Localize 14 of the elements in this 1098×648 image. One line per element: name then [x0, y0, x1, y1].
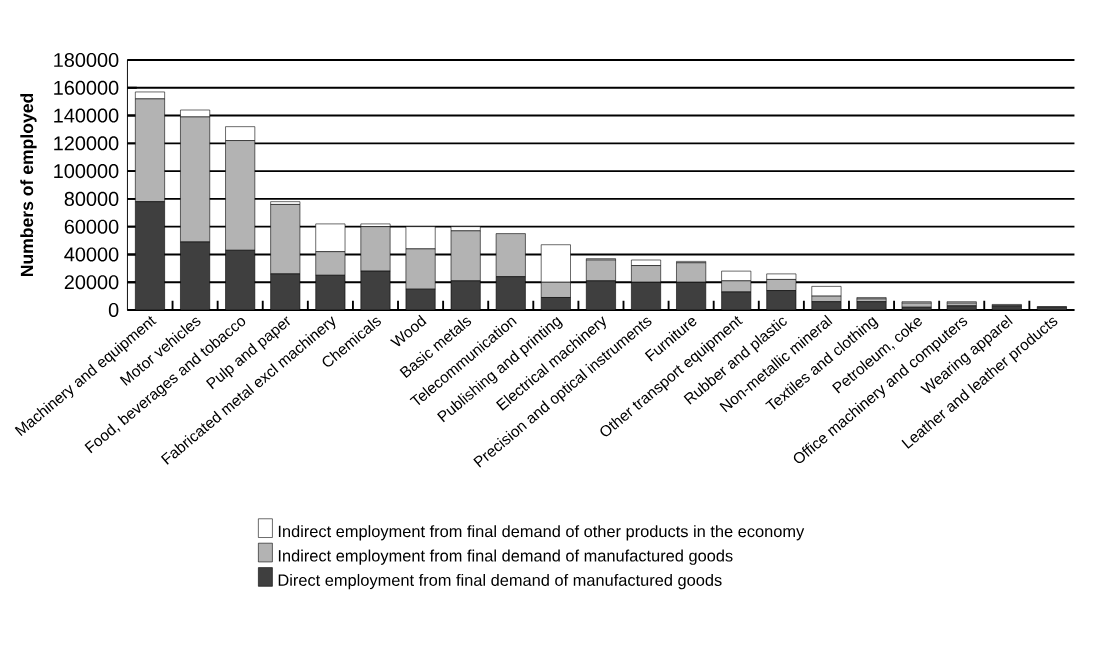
y-tick-label: 20000	[64, 275, 119, 290]
y-axis-title: Numbers of employed	[20, 93, 37, 277]
y-tick-label: 120000	[54, 136, 119, 151]
y-tick-label: 100000	[54, 164, 119, 179]
y-tick-label: 60000	[64, 219, 119, 234]
y-tick-label: 180000	[54, 52, 119, 68]
y-tick-label: 80000	[64, 191, 119, 206]
legend-label: Indirect employment from final demand of manufactured goods	[278, 549, 733, 565]
legend-label: Indirect employment from final demand of other products in the economy	[278, 525, 805, 541]
legend-label: Direct employment from final demand of manufactured goods	[278, 573, 722, 590]
y-tick-label: 40000	[64, 247, 119, 262]
y-tick-label: 0	[108, 302, 119, 318]
y-tick-label: 140000	[54, 108, 119, 123]
y-tick-label: 160000	[54, 80, 119, 95]
